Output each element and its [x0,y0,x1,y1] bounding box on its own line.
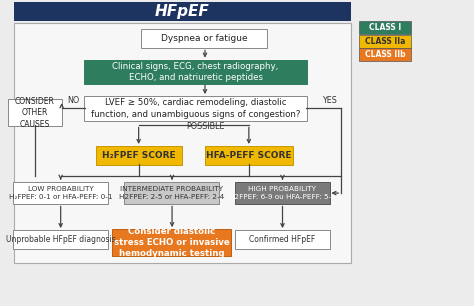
FancyBboxPatch shape [235,182,330,204]
FancyBboxPatch shape [84,96,307,121]
FancyBboxPatch shape [8,99,62,126]
FancyBboxPatch shape [235,230,330,249]
FancyBboxPatch shape [359,48,411,61]
Text: CLASS IIa: CLASS IIa [365,37,405,46]
FancyBboxPatch shape [96,146,182,165]
FancyBboxPatch shape [124,182,219,204]
Text: CLASS IIb: CLASS IIb [365,50,405,59]
FancyBboxPatch shape [13,230,108,249]
Text: CONSIDER
OTHER
CAUSES: CONSIDER OTHER CAUSES [15,97,55,129]
FancyBboxPatch shape [112,229,231,256]
Text: Confirmed HFpEF: Confirmed HFpEF [249,235,315,244]
Text: LOW PROBABILITY
H₂FPEF: 0-1 or HFA-PEFF: 0-1: LOW PROBABILITY H₂FPEF: 0-1 or HFA-PEFF:… [9,186,112,200]
Text: Dyspnea or fatigue: Dyspnea or fatigue [161,34,247,43]
FancyBboxPatch shape [14,2,351,21]
FancyBboxPatch shape [205,146,293,165]
FancyBboxPatch shape [14,23,351,263]
Text: HFpEF: HFpEF [155,4,210,20]
FancyBboxPatch shape [84,60,307,84]
Text: Clinical signs, ECG, chest radiography,
ECHO, and natriuretic peptides: Clinical signs, ECG, chest radiography, … [112,62,279,82]
Text: HFA-PEFF SCORE: HFA-PEFF SCORE [206,151,292,160]
FancyBboxPatch shape [141,29,267,48]
FancyBboxPatch shape [359,35,411,48]
Text: H₂FPEF SCORE: H₂FPEF SCORE [102,151,175,160]
FancyBboxPatch shape [13,182,108,204]
Text: CLASS I: CLASS I [369,23,401,32]
Text: NO: NO [67,96,79,105]
Text: POSSIBLE: POSSIBLE [186,122,224,131]
FancyBboxPatch shape [359,21,411,34]
Text: Consider diastolic
stress ECHO or invasive
hemodynamic testing: Consider diastolic stress ECHO or invasi… [114,227,230,258]
Text: LVEF ≥ 50%, cardiac remodeling, diastolic
function, and unambiguous signs of con: LVEF ≥ 50%, cardiac remodeling, diastoli… [91,99,300,118]
Text: Unprobable HFpEF diagnosis: Unprobable HFpEF diagnosis [6,235,115,244]
Text: HIGH PROBABILITY
H2FPEF: 6-9 ou HFA-PEFF: 5-6: HIGH PROBABILITY H2FPEF: 6-9 ou HFA-PEFF… [229,186,336,200]
Text: YES: YES [322,96,337,105]
Text: INTERMEDIATE PROBABILITY
H2FPEF: 2-5 or HFA-PEFF: 2-4: INTERMEDIATE PROBABILITY H2FPEF: 2-5 or … [119,186,225,200]
